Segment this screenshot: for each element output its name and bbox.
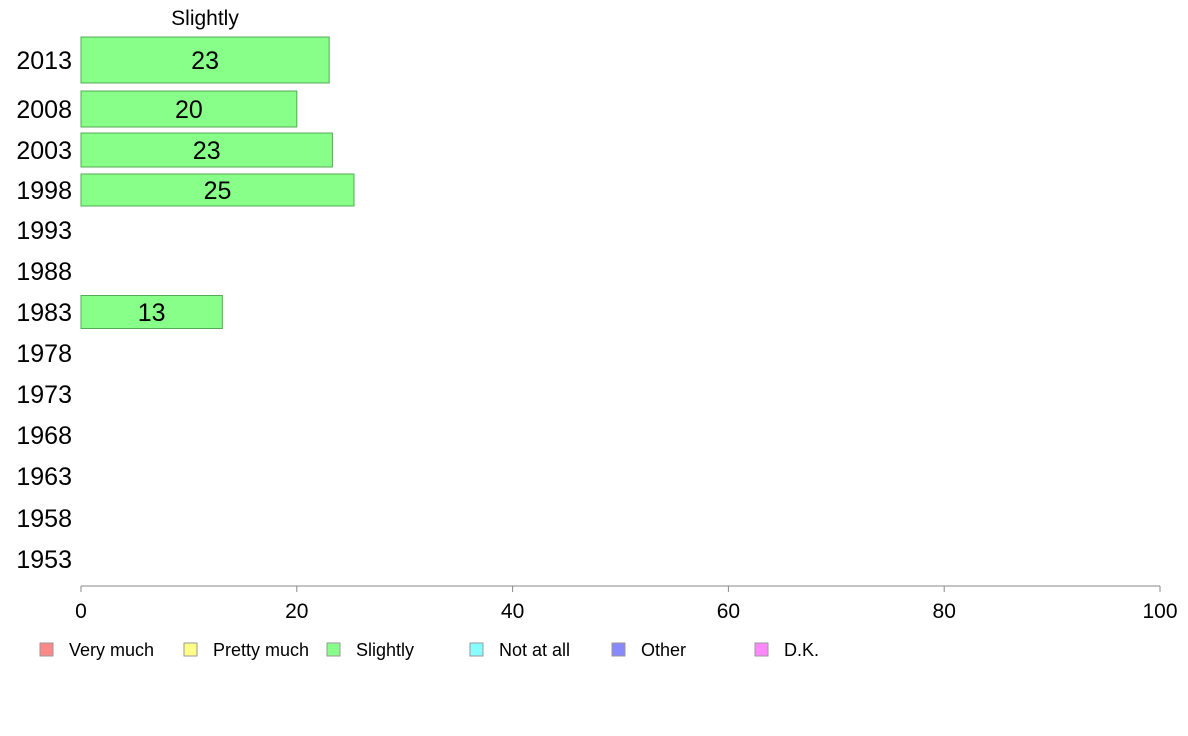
y-axis-labels: 2013 2008 2003 1998 1993 1988 1983 1978 1973 1968…	[16, 47, 72, 574]
y-tick-label: 1968	[16, 422, 72, 450]
legend-label: Not at all	[499, 640, 570, 660]
legend-swatch	[326, 642, 341, 657]
y-tick-label: 2013	[16, 47, 72, 75]
y-tick-label: 2003	[16, 137, 72, 165]
bar	[80, 132, 333, 168]
legend-label: Very much	[69, 640, 154, 660]
bar-value-label: 23	[191, 47, 219, 75]
legend-label: Other	[641, 640, 686, 660]
legend-label: Slightly	[356, 640, 414, 660]
bars-layer: 23 20 23 25 13	[80, 36, 355, 329]
legend-swatch	[611, 642, 626, 657]
y-tick-label: 1993	[16, 217, 72, 245]
bar	[80, 36, 330, 84]
bar	[80, 173, 355, 207]
y-tick-label: 1978	[16, 340, 72, 368]
bar	[80, 295, 223, 329]
x-tick-label: 0	[75, 600, 87, 623]
x-tick-label: 100	[1142, 600, 1177, 623]
bar	[80, 90, 298, 128]
y-tick-label: 1983	[16, 299, 72, 327]
legend-label: Pretty much	[213, 640, 309, 660]
x-axis: 0 20 40 60 80 100	[75, 585, 1178, 623]
y-tick-label: 1998	[16, 177, 72, 205]
y-tick-label: 1988	[16, 258, 72, 286]
legend-swatch	[39, 642, 54, 657]
bar-value-label: 13	[138, 299, 166, 327]
chart-title: Slightly	[171, 7, 239, 30]
y-tick-label: 1958	[16, 505, 72, 533]
legend-swatch	[754, 642, 769, 657]
x-tick-label: 80	[933, 600, 956, 623]
x-tick-label: 40	[501, 600, 524, 623]
x-tick-label: 20	[285, 600, 308, 623]
y-tick-label: 1973	[16, 381, 72, 409]
y-tick-label: 1963	[16, 463, 72, 491]
legend-swatch	[469, 642, 484, 657]
x-tick-label: 60	[717, 600, 740, 623]
legend: Very much Pretty much Slightly Not at all Ot…	[39, 640, 819, 660]
bar-value-label: 25	[204, 177, 232, 205]
legend-swatch	[183, 642, 198, 657]
y-tick-label: 1953	[16, 546, 72, 574]
y-tick-label: 2008	[16, 96, 72, 124]
bar-value-label: 20	[175, 96, 203, 124]
legend-label: D.K.	[784, 640, 819, 660]
bar-value-label: 23	[193, 137, 221, 165]
